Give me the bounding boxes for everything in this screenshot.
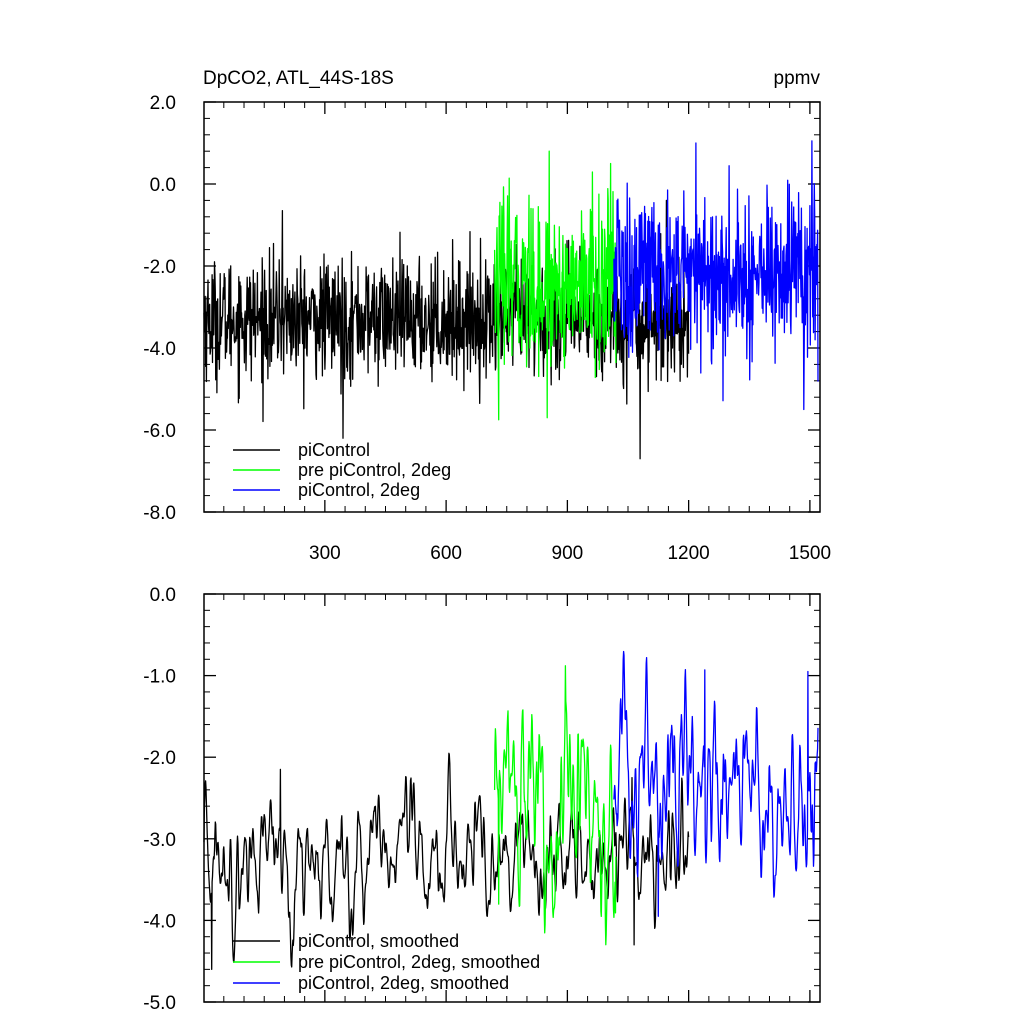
top-panel: DpCO2, ATL_44S-18S ppmv -8.0 -6.0 -4.0 -2.0… — [143, 68, 831, 564]
bottom-x-ticks — [223, 594, 811, 1002]
x-tick-label: 300 — [309, 543, 341, 564]
top-title-left: DpCO2, ATL_44S-18S — [203, 68, 394, 89]
y-tick-label: 0.0 — [150, 175, 176, 196]
y-tick-label: -5.0 — [143, 993, 176, 1014]
bottom-y-ticks: -5.0 -4.0 -3.0 -2.0 -1.0 0.0 — [143, 585, 820, 1014]
x-tick-label: 900 — [552, 543, 584, 564]
top-legend: piControl pre piControl, 2deg piControl,… — [233, 440, 451, 500]
legend-label-picontrol-smoothed: piControl, smoothed — [298, 931, 459, 951]
y-tick-label: -6.0 — [143, 421, 176, 442]
x-tick-label: 1500 — [789, 543, 831, 564]
top-title-right: ppmv — [774, 68, 821, 89]
y-tick-label: -2.0 — [143, 257, 176, 278]
top-plot-frame — [203, 101, 821, 513]
y-tick-label: -8.0 — [143, 503, 176, 524]
y-tick-label: -4.0 — [143, 911, 176, 932]
top-x-ticks: 300 600 900 1200 1500 — [223, 102, 831, 564]
y-tick-label: -4.0 — [143, 339, 176, 360]
legend-label-pre-picontrol-2deg-smoothed: pre piControl, 2deg, smoothed — [298, 952, 540, 972]
x-tick-label: 1200 — [667, 543, 709, 564]
legend-label-picontrol-2deg: piControl, 2deg — [298, 480, 420, 500]
y-tick-label: -3.0 — [143, 830, 176, 851]
y-tick-label: 0.0 — [150, 585, 176, 606]
y-tick-label: 2.0 — [150, 93, 176, 114]
bottom-legend: piControl, smoothed pre piControl, 2deg,… — [233, 931, 540, 993]
top-series-group — [203, 140, 819, 460]
bottom-plot-frame — [203, 593, 821, 1003]
series-line-2 — [613, 140, 819, 411]
bottom-series-group — [203, 650, 819, 971]
series-line-0 — [203, 752, 690, 971]
legend-label-pre-picontrol-2deg: pre piControl, 2deg — [298, 460, 451, 480]
series-line-2 — [613, 650, 819, 917]
bottom-panel: -5.0 -4.0 -3.0 -2.0 -1.0 0.0 piControl, smoot… — [143, 585, 821, 1014]
y-tick-label: -2.0 — [143, 748, 176, 769]
top-y-ticks: -8.0 -6.0 -4.0 -2.0 0.0 2.0 — [143, 93, 820, 524]
legend-label-picontrol-2deg-smoothed: piControl, 2deg, smoothed — [298, 973, 509, 993]
series-line-0 — [203, 199, 690, 460]
x-tick-label: 600 — [430, 543, 462, 564]
series-line-1 — [493, 150, 617, 421]
y-tick-label: -1.0 — [143, 667, 176, 688]
series-line-1 — [493, 665, 617, 946]
legend-label-picontrol: piControl — [298, 440, 370, 460]
